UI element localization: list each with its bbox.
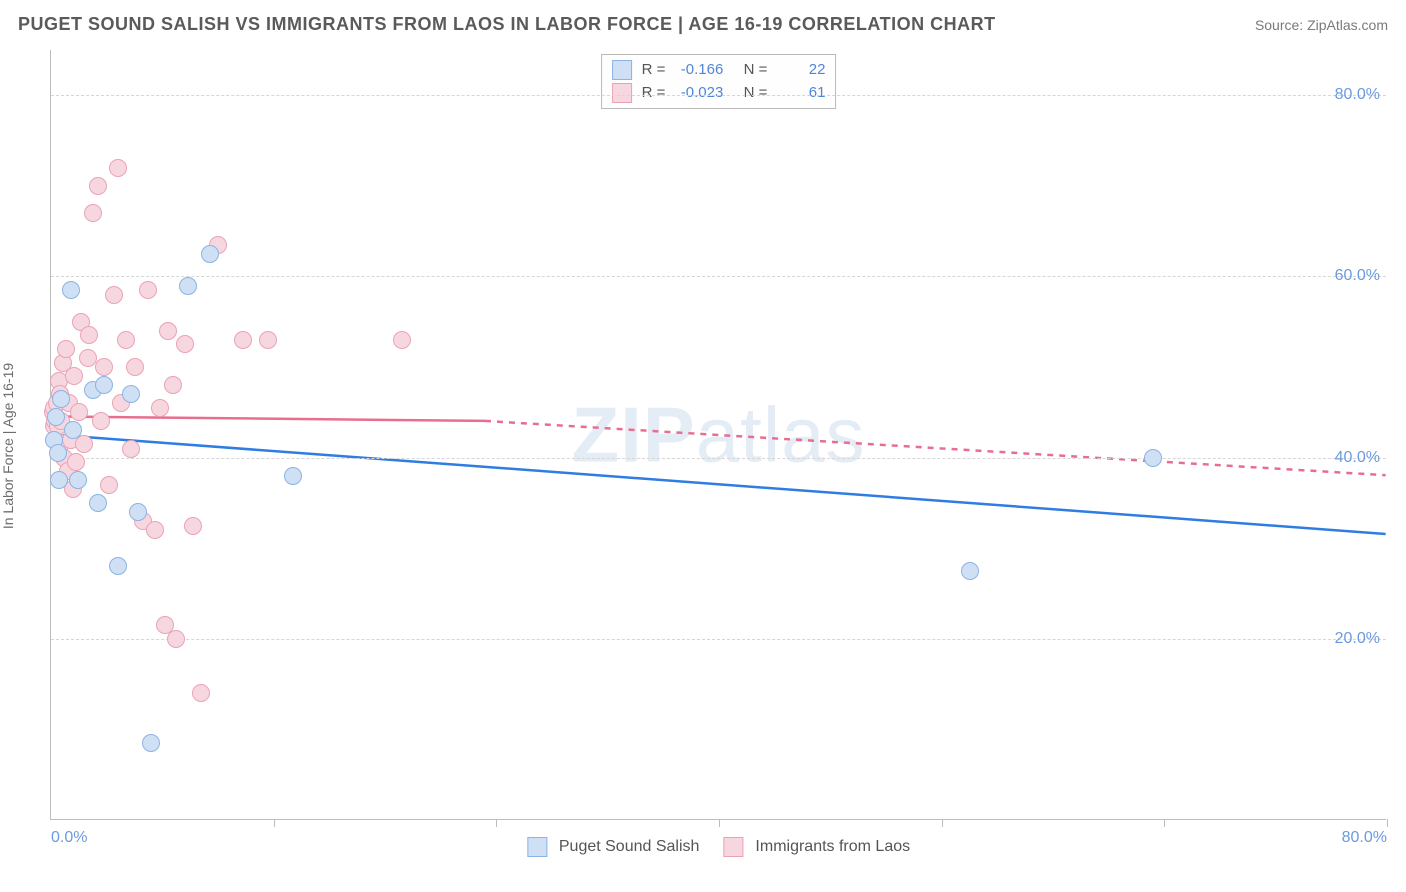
gridline [51, 639, 1386, 640]
chart-area: ZIPatlas R = -0.166 N = 22 R = -0.023 N … [50, 50, 1386, 820]
swatch-series-a [612, 60, 632, 80]
scatter-point-b [176, 335, 194, 353]
scatter-point-a [69, 471, 87, 489]
watermark: ZIPatlas [571, 389, 865, 480]
scatter-point-b [259, 331, 277, 349]
scatter-point-a [109, 557, 127, 575]
r-value-a: -0.166 [671, 59, 723, 82]
n-label: N = [744, 59, 768, 82]
scatter-point-b [92, 412, 110, 430]
scatter-point-b [100, 476, 118, 494]
scatter-point-a [122, 385, 140, 403]
source-label: Source: ZipAtlas.com [1255, 17, 1388, 33]
legend-row-a: R = -0.166 N = 22 [612, 59, 826, 82]
x-tick [1164, 819, 1165, 827]
scatter-point-a [50, 471, 68, 489]
scatter-point-b [393, 331, 411, 349]
scatter-point-b [159, 322, 177, 340]
scatter-point-b [117, 331, 135, 349]
scatter-point-a [89, 494, 107, 512]
scatter-point-a [49, 444, 67, 462]
swatch-series-a-icon [527, 837, 547, 857]
x-tick-label: 80.0% [1342, 829, 1387, 847]
trend-lines [51, 50, 1386, 819]
scatter-point-a [47, 408, 65, 426]
r-label: R = [642, 59, 666, 82]
n-value-b: 61 [773, 82, 825, 105]
scatter-point-a [95, 376, 113, 394]
scatter-point-b [184, 517, 202, 535]
gridline [51, 276, 1386, 277]
x-tick [719, 819, 720, 827]
scatter-point-b [65, 367, 83, 385]
x-tick [1387, 819, 1388, 827]
scatter-point-a [961, 562, 979, 580]
scatter-point-b [75, 435, 93, 453]
scatter-point-b [57, 340, 75, 358]
legend-b-label: Immigrants from Laos [755, 838, 910, 856]
scatter-point-b [105, 286, 123, 304]
gridline [51, 95, 1386, 96]
scatter-point-a [142, 734, 160, 752]
scatter-point-a [284, 467, 302, 485]
scatter-point-b [192, 684, 210, 702]
scatter-point-b [89, 177, 107, 195]
scatter-point-b [164, 376, 182, 394]
scatter-point-b [146, 521, 164, 539]
y-tick-label: 20.0% [1335, 630, 1380, 648]
legend-item-a: Puget Sound Salish [527, 837, 700, 857]
scatter-point-b [234, 331, 252, 349]
r-label: R = [642, 82, 666, 105]
scatter-point-b [167, 630, 185, 648]
scatter-point-b [109, 159, 127, 177]
r-value-b: -0.023 [671, 82, 723, 105]
scatter-point-b [84, 204, 102, 222]
swatch-series-b [612, 83, 632, 103]
legend-item-b: Immigrants from Laos [723, 837, 910, 857]
x-tick-label: 0.0% [51, 829, 87, 847]
x-tick [274, 819, 275, 827]
y-tick-label: 80.0% [1335, 86, 1380, 104]
swatch-series-b-icon [723, 837, 743, 857]
scatter-point-a [129, 503, 147, 521]
gridline [51, 458, 1386, 459]
scatter-point-b [67, 453, 85, 471]
scatter-point-b [70, 403, 88, 421]
scatter-point-a [1144, 449, 1162, 467]
legend-series: Puget Sound Salish Immigrants from Laos [527, 837, 910, 857]
y-tick-label: 40.0% [1335, 449, 1380, 467]
y-tick-label: 60.0% [1335, 267, 1380, 285]
scatter-point-b [126, 358, 144, 376]
n-value-a: 22 [773, 59, 825, 82]
scatter-point-a [201, 245, 219, 263]
scatter-point-a [64, 421, 82, 439]
x-tick [496, 819, 497, 827]
n-label: N = [744, 82, 768, 105]
legend-correlation: R = -0.166 N = 22 R = -0.023 N = 61 [601, 54, 837, 109]
legend-row-b: R = -0.023 N = 61 [612, 82, 826, 105]
scatter-point-b [122, 440, 140, 458]
scatter-point-b [151, 399, 169, 417]
x-tick [942, 819, 943, 827]
chart-title: PUGET SOUND SALISH VS IMMIGRANTS FROM LA… [18, 14, 996, 35]
scatter-point-b [79, 349, 97, 367]
y-axis-label: In Labor Force | Age 16-19 [0, 363, 16, 529]
scatter-point-a [52, 390, 70, 408]
scatter-point-b [139, 281, 157, 299]
scatter-point-a [179, 277, 197, 295]
scatter-point-b [80, 326, 98, 344]
legend-a-label: Puget Sound Salish [559, 838, 700, 856]
scatter-point-a [62, 281, 80, 299]
scatter-point-b [95, 358, 113, 376]
